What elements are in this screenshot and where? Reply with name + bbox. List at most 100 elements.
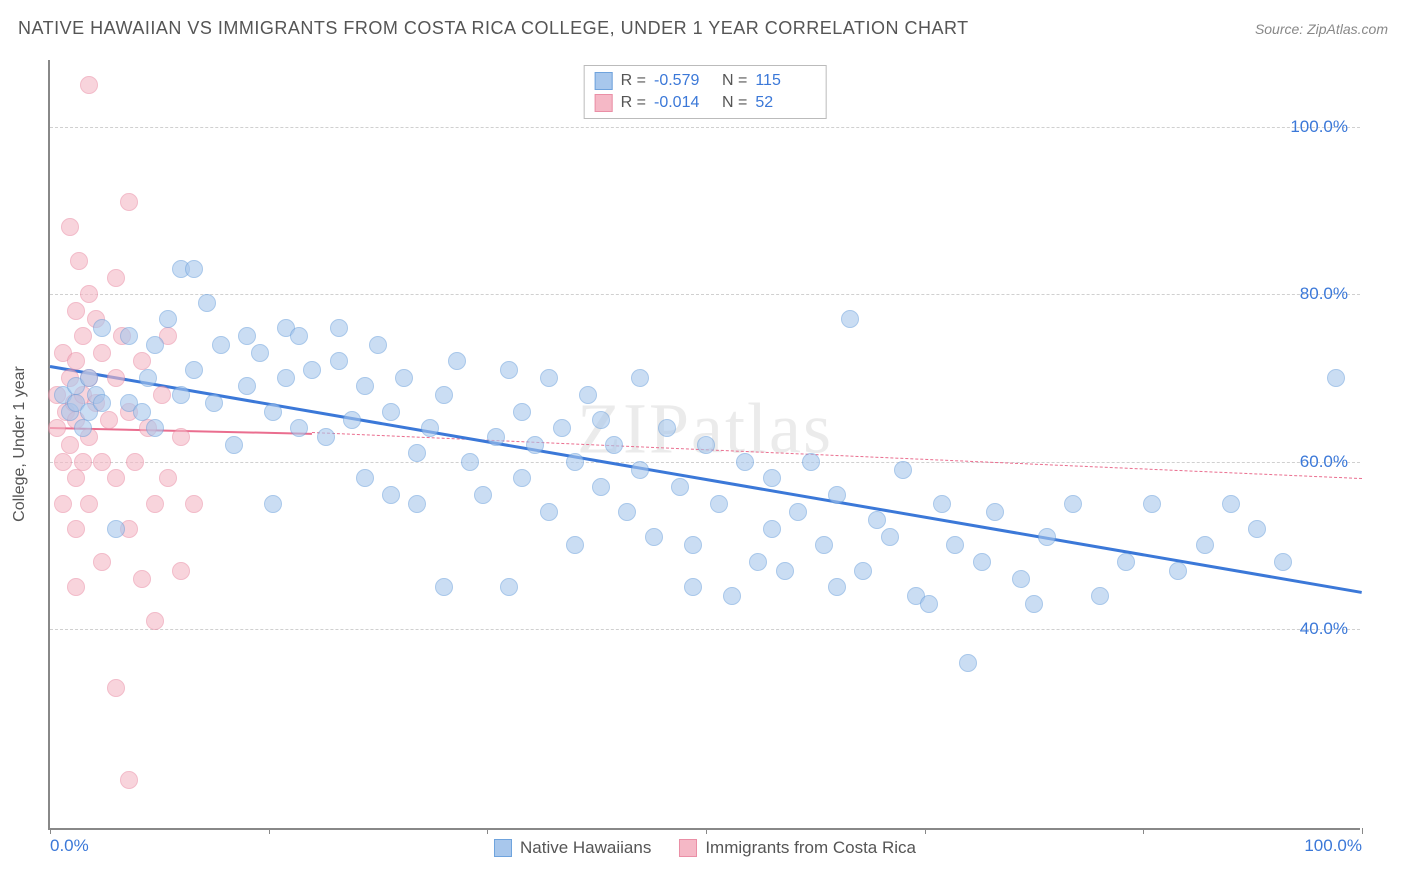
swatch-pink [679, 839, 697, 857]
plot-area: College, Under 1 year ZIPatlas R = -0.57… [48, 60, 1360, 830]
scatter-point [93, 394, 111, 412]
scatter-point [264, 495, 282, 513]
scatter-point [1196, 536, 1214, 554]
scatter-point [566, 536, 584, 554]
scatter-point [553, 419, 571, 437]
scatter-point [61, 436, 79, 454]
scatter-point [93, 453, 111, 471]
r-label: R = [621, 94, 646, 112]
scatter-point [448, 352, 466, 370]
scatter-point [48, 419, 66, 437]
scatter-point [185, 260, 203, 278]
swatch-blue [595, 72, 613, 90]
scatter-point [172, 428, 190, 446]
scatter-point [198, 294, 216, 312]
scatter-point [225, 436, 243, 454]
scatter-point [710, 495, 728, 513]
legend-label-2: Immigrants from Costa Rica [705, 838, 916, 858]
scatter-point [356, 377, 374, 395]
scatter-point [697, 436, 715, 454]
r-value-1: -0.579 [654, 72, 714, 90]
scatter-point [631, 369, 649, 387]
n-value-1: 115 [755, 72, 815, 90]
scatter-point [139, 369, 157, 387]
scatter-point [330, 319, 348, 337]
scatter-point [120, 771, 138, 789]
scatter-point [185, 495, 203, 513]
scatter-point [763, 469, 781, 487]
scatter-point [421, 419, 439, 437]
scatter-point [881, 528, 899, 546]
scatter-point [120, 327, 138, 345]
scatter-point [1248, 520, 1266, 538]
scatter-point [93, 553, 111, 571]
n-value-2: 52 [755, 94, 815, 112]
scatter-point [146, 336, 164, 354]
scatter-point [749, 553, 767, 571]
scatter-point [54, 453, 72, 471]
scatter-point [172, 386, 190, 404]
scatter-point [185, 361, 203, 379]
scatter-point [763, 520, 781, 538]
scatter-point [684, 578, 702, 596]
scatter-point [303, 361, 321, 379]
scatter-point [93, 319, 111, 337]
scatter-point [251, 344, 269, 362]
scatter-point [74, 327, 92, 345]
y-axis-title: College, Under 1 year [11, 366, 29, 522]
scatter-point [290, 419, 308, 437]
scatter-point [540, 369, 558, 387]
legend-item-2: Immigrants from Costa Rica [679, 838, 916, 858]
scatter-point [684, 536, 702, 554]
scatter-point [133, 403, 151, 421]
scatter-point [736, 453, 754, 471]
x-tick [925, 828, 926, 834]
scatter-point [126, 453, 144, 471]
chart-title: NATIVE HAWAIIAN VS IMMIGRANTS FROM COSTA… [18, 18, 969, 39]
scatter-point [959, 654, 977, 672]
y-tick-label: 100.0% [1290, 117, 1348, 137]
scatter-point [80, 495, 98, 513]
x-tick [1143, 828, 1144, 834]
scatter-point [605, 436, 623, 454]
scatter-point [1091, 587, 1109, 605]
scatter-point [159, 310, 177, 328]
scatter-point [513, 403, 531, 421]
stats-row-2: R = -0.014 N = 52 [595, 92, 816, 114]
x-tick-label: 100.0% [1304, 836, 1362, 856]
scatter-point [382, 486, 400, 504]
scatter-point [1143, 495, 1161, 513]
scatter-point [1327, 369, 1345, 387]
scatter-point [671, 478, 689, 496]
scatter-point [80, 369, 98, 387]
x-tick [50, 828, 51, 834]
scatter-point [526, 436, 544, 454]
scatter-point [153, 386, 171, 404]
scatter-point [789, 503, 807, 521]
scatter-point [67, 578, 85, 596]
scatter-point [356, 469, 374, 487]
scatter-point [435, 578, 453, 596]
legend-label-1: Native Hawaiians [520, 838, 651, 858]
scatter-point [474, 486, 492, 504]
scatter-point [946, 536, 964, 554]
scatter-point [986, 503, 1004, 521]
scatter-point [854, 562, 872, 580]
x-tick [706, 828, 707, 834]
scatter-point [61, 218, 79, 236]
stats-legend: R = -0.579 N = 115 R = -0.014 N = 52 [584, 65, 827, 119]
scatter-point [540, 503, 558, 521]
scatter-point [238, 377, 256, 395]
scatter-point [894, 461, 912, 479]
scatter-point [369, 336, 387, 354]
scatter-point [107, 269, 125, 287]
n-label: N = [722, 94, 747, 112]
scatter-point [435, 386, 453, 404]
scatter-point [107, 369, 125, 387]
scatter-point [290, 327, 308, 345]
scatter-point [238, 327, 256, 345]
scatter-point [212, 336, 230, 354]
scatter-point [80, 285, 98, 303]
scatter-point [100, 411, 118, 429]
scatter-point [1025, 595, 1043, 613]
